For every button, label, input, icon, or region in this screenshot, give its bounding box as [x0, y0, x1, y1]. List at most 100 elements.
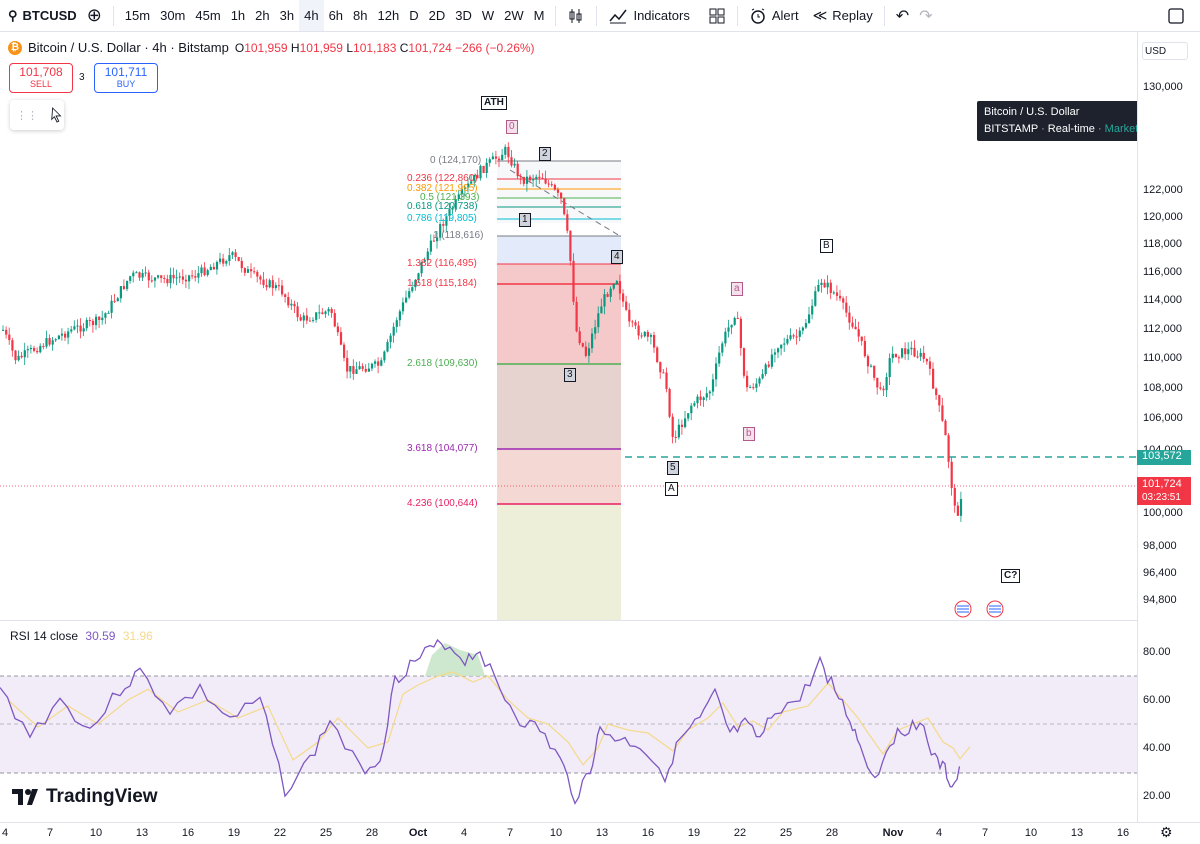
date-tick: 16 — [641, 827, 655, 839]
candle-body — [324, 311, 327, 315]
price-tick: 96,400 — [1143, 567, 1177, 579]
candle-body — [932, 368, 935, 389]
candle-body — [553, 184, 556, 190]
pane-divider[interactable] — [0, 620, 1137, 621]
cursor-arrow-icon[interactable] — [50, 106, 64, 124]
wave-label-C[interactable]: C? — [1001, 569, 1021, 583]
wave-label-1[interactable]: 1 — [519, 213, 531, 227]
interval-15m[interactable]: 15m — [124, 8, 151, 23]
candle-body — [584, 346, 587, 356]
candle-body — [935, 388, 938, 396]
interval-d[interactable]: D — [409, 8, 419, 23]
drag-handle-icon[interactable]: ⋮⋮ — [16, 109, 38, 122]
date-tick: 4 — [460, 827, 468, 839]
candle-body — [560, 192, 563, 199]
indicators-icon — [609, 9, 628, 23]
bitcoin-icon: ₿ — [8, 40, 22, 55]
interval-2d[interactable]: 2D — [428, 8, 446, 23]
alert-button[interactable]: Alert — [744, 0, 804, 31]
candle-body — [401, 302, 405, 312]
interval-6h[interactable]: 6h — [328, 8, 344, 23]
interval-30m[interactable]: 30m — [160, 8, 186, 23]
date-tick: 4 — [1, 827, 9, 839]
undo-button[interactable]: ↶ — [891, 0, 914, 31]
wave-label-b[interactable]: b — [743, 427, 755, 441]
rsi-tick: 80.00 — [1143, 646, 1171, 658]
price-chart[interactable] — [0, 32, 1137, 620]
wave-label-5[interactable]: 5 — [667, 461, 679, 475]
price-tick: 110,000 — [1143, 352, 1182, 364]
fib-label: 3.618 (104,077) — [407, 443, 478, 454]
candle-body — [866, 356, 870, 367]
candle-body — [29, 347, 33, 350]
wave-label-2[interactable]: 2 — [539, 147, 551, 161]
fib-label: 1 (118,616) — [433, 230, 484, 241]
candle-body — [20, 355, 23, 358]
candle-body — [23, 350, 26, 358]
candle-body — [578, 331, 581, 344]
candle-body — [504, 146, 507, 155]
interval-3h[interactable]: 3h — [279, 8, 295, 23]
candle-body — [956, 505, 959, 516]
interval-8h[interactable]: 8h — [353, 8, 368, 23]
wave-label-3[interactable]: 3 — [564, 368, 576, 382]
wave-label-0[interactable]: 0 — [506, 120, 518, 134]
date-axis[interactable]: 4 7 10 13 16 19 22 25 28 Oct 4 7 10 13 1… — [0, 822, 1200, 844]
replay-button[interactable]: ≪ Replay — [808, 0, 878, 31]
interval-3d[interactable]: 3D — [455, 8, 472, 23]
interval-12h[interactable]: 12h — [377, 8, 400, 23]
price-tick: 94,800 — [1143, 594, 1177, 606]
candle-body — [256, 271, 259, 277]
redo-button[interactable]: ↷ — [914, 0, 937, 31]
wave-label-a[interactable]: a — [731, 282, 743, 296]
date-tick: 10 — [89, 827, 103, 839]
interval-w[interactable]: W — [481, 8, 495, 23]
wave-label-A[interactable]: A — [665, 482, 678, 496]
layout-button[interactable] — [703, 0, 731, 31]
currency-selector[interactable]: USD — [1142, 42, 1188, 60]
candle-body — [76, 325, 79, 327]
candle-body — [293, 303, 296, 307]
candle-body — [587, 348, 591, 356]
chart-legend: ₿ Bitcoin / U.S. Dollar · 4h · Bitstamp … — [8, 40, 535, 55]
settings-gear-icon[interactable]: ⚙ — [1160, 824, 1173, 840]
compare-button[interactable]: ⊕ — [82, 0, 107, 31]
price-axis[interactable] — [1137, 32, 1200, 822]
interval-m[interactable]: M — [533, 8, 545, 23]
wave-label-4[interactable]: 4 — [611, 250, 623, 264]
interval-2w[interactable]: 2W — [504, 8, 524, 23]
candle-body — [919, 352, 922, 357]
candle-body — [615, 281, 618, 284]
fib-label: 0 (124,170) — [430, 155, 482, 166]
date-tick: 13 — [135, 827, 149, 839]
wave-label-ath[interactable]: ATH — [481, 96, 507, 110]
rsi-legend[interactable]: RSI 14 close 30.59 31.96 — [10, 629, 153, 643]
candle-body — [274, 285, 277, 289]
interval-45m[interactable]: 45m — [195, 8, 221, 23]
candle-body — [609, 288, 612, 297]
buy-button[interactable]: 101,711 BUY — [94, 63, 158, 93]
divider — [555, 5, 557, 26]
candle-body — [600, 306, 603, 314]
indicators-button[interactable]: Indicators — [603, 0, 694, 31]
candle-body — [231, 252, 234, 256]
rsi-chart[interactable] — [0, 621, 1137, 821]
interval-4h[interactable]: 4h — [299, 0, 324, 31]
event-icons[interactable] — [954, 600, 1004, 618]
wave-label-B[interactable]: B — [820, 239, 833, 253]
candle-body — [656, 347, 659, 363]
candle-body — [454, 199, 457, 209]
symbol-search[interactable]: ⚲ BTCUSD — [0, 0, 82, 31]
chart-type-button[interactable] — [562, 0, 590, 31]
chart-title[interactable]: Bitcoin / U.S. Dollar · 4h · Bitstamp — [28, 40, 229, 55]
divider — [736, 5, 738, 26]
fullscreen-button[interactable] — [1162, 0, 1190, 31]
sell-button[interactable]: 101,708 SELL — [9, 63, 73, 93]
candle-body — [569, 230, 572, 261]
candle-body — [581, 343, 584, 347]
candle-body — [947, 435, 950, 462]
interval-2h[interactable]: 2h — [255, 8, 270, 23]
candles — [2, 142, 963, 522]
candle-body — [113, 300, 116, 302]
interval-1h[interactable]: 1h — [230, 8, 246, 23]
